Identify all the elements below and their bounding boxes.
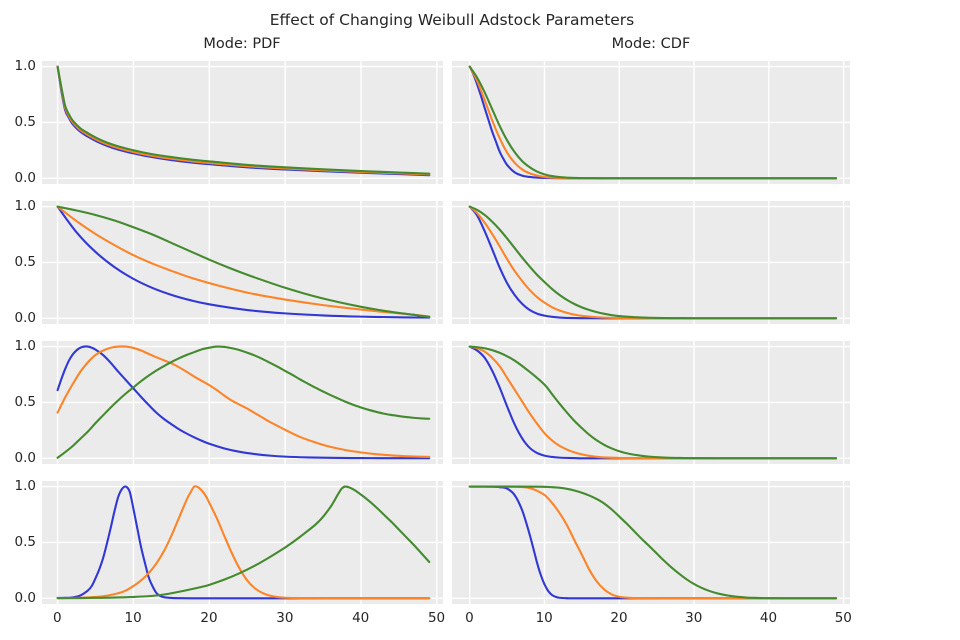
series-line-blue [56, 485, 431, 600]
y-tick-label: 0.0 [14, 169, 36, 186]
series-line-green [56, 485, 431, 600]
series-line-orange [56, 205, 431, 318]
figure-title: Effect of Changing Weibull Adstock Param… [269, 11, 635, 29]
series-line-blue [56, 345, 431, 460]
subplot-cdf-row3 [451, 341, 850, 464]
x-tick-label: 0 [53, 610, 62, 626]
y-tick-label: 0.5 [14, 533, 36, 550]
x-tick-label: 10 [535, 610, 553, 626]
y-tick-label: 0.0 [14, 309, 36, 326]
series-line-blue [56, 205, 431, 319]
series-line-green [468, 205, 837, 320]
series-line-blue [468, 205, 837, 320]
x-tick-label: 10 [124, 610, 142, 626]
y-tick-label: 1.0 [14, 478, 36, 495]
subplot-cdf-row2 [451, 201, 850, 324]
x-tick-label: 30 [276, 610, 294, 626]
column-title-pdf: Mode: PDF [203, 36, 281, 52]
y-tick-label: 1.0 [14, 198, 36, 215]
y-tick-label: 1.0 [14, 338, 36, 355]
column-title-cdf: Mode: CDF [611, 36, 691, 52]
series-line-green [468, 65, 837, 180]
series-line-orange [56, 485, 431, 600]
y-tick-label: 0.0 [14, 589, 36, 606]
x-tick-label: 0 [465, 610, 474, 626]
series-line-orange [56, 345, 431, 459]
subplot-cdf-row1 [451, 61, 850, 184]
series-line-green [56, 65, 431, 175]
subplot-pdf-row3 [41, 341, 444, 464]
series-line-green [56, 345, 431, 459]
x-tick-label: 20 [200, 610, 218, 626]
x-tick-label: 50 [834, 610, 852, 626]
y-tick-label: 0.5 [14, 253, 36, 270]
y-tick-label: 1.0 [14, 58, 36, 75]
series-line-green [468, 485, 837, 600]
y-tick-label: 0.5 [14, 113, 36, 130]
series-line-green [56, 205, 431, 319]
subplot-pdf-row4 [41, 481, 444, 604]
y-tick-label: 0.5 [14, 393, 36, 410]
y-tick-label: 0.0 [14, 449, 36, 466]
subplot-cdf-row4 [451, 481, 850, 604]
subplot-pdf-row1 [41, 61, 444, 184]
series-line-orange [468, 345, 837, 460]
x-tick-label: 30 [685, 610, 703, 626]
x-tick-label: 20 [610, 610, 628, 626]
series-line-green [468, 345, 837, 460]
subplot-pdf-row2 [41, 201, 444, 324]
x-tick-label: 40 [352, 610, 370, 626]
x-tick-label: 40 [759, 610, 778, 626]
x-tick-label: 50 [427, 610, 446, 626]
